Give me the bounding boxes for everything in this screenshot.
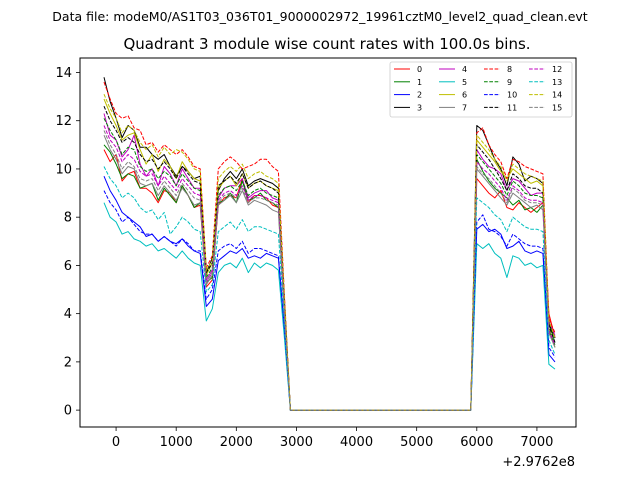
x-tick-label: 3000 — [280, 435, 313, 450]
x-tick-label: 0 — [112, 435, 120, 450]
legend-label-5: 5 — [462, 78, 467, 87]
series-line-13 — [103, 166, 556, 411]
x-tick-label: 7000 — [520, 435, 553, 450]
legend-label-11: 11 — [507, 103, 517, 112]
legend-label-4: 4 — [462, 65, 467, 74]
legend-label-0: 0 — [417, 65, 422, 74]
series-line-5 — [103, 202, 556, 411]
x-tick-label: 4000 — [340, 435, 373, 450]
legend-label-14: 14 — [552, 91, 562, 100]
series-line-4 — [103, 113, 556, 411]
series-line-11 — [103, 106, 556, 411]
series-line-0 — [103, 149, 556, 411]
y-tick-label: 10 — [55, 162, 72, 177]
legend-label-13: 13 — [552, 78, 562, 87]
y-tick-label: 2 — [64, 355, 72, 370]
y-tick-label: 8 — [64, 211, 72, 226]
legend-label-9: 9 — [507, 78, 512, 87]
legend-label-6: 6 — [462, 91, 467, 100]
series-line-10 — [103, 190, 556, 411]
y-tick-label: 6 — [64, 259, 72, 274]
legend-box — [389, 61, 573, 118]
y-tick-label: 4 — [64, 307, 72, 322]
y-tick-label: 12 — [55, 114, 72, 129]
legend-label-3: 3 — [417, 103, 422, 112]
x-offset-label: +2.9762e8 — [502, 455, 575, 470]
legend-label-7: 7 — [462, 103, 467, 112]
y-tick-label: 0 — [64, 404, 72, 419]
chart-title: Quadrant 3 module wise count rates with … — [123, 35, 530, 53]
series-line-9 — [103, 118, 556, 411]
x-tick-label: 2000 — [220, 435, 253, 450]
series-line-1 — [103, 144, 556, 411]
series-line-8 — [103, 81, 556, 411]
legend-label-1: 1 — [417, 78, 422, 87]
series-line-3 — [103, 77, 556, 411]
series-line-15 — [103, 130, 556, 411]
legend-label-2: 2 — [417, 91, 422, 100]
legend-label-10: 10 — [507, 91, 517, 100]
legend-label-15: 15 — [552, 103, 562, 112]
x-tick-label: 6000 — [460, 435, 493, 450]
legend-label-8: 8 — [507, 65, 512, 74]
series-lines — [103, 77, 556, 411]
x-tick-label: 1000 — [160, 435, 193, 450]
legend-label-12: 12 — [552, 65, 562, 74]
plot-frame — [79, 57, 577, 428]
chart-suptitle: Data file: modeM0/AS1T03_036T01_90000029… — [52, 9, 587, 24]
y-tick-label: 14 — [55, 66, 72, 81]
x-tick-label: 5000 — [400, 435, 433, 450]
series-line-2 — [103, 176, 556, 411]
